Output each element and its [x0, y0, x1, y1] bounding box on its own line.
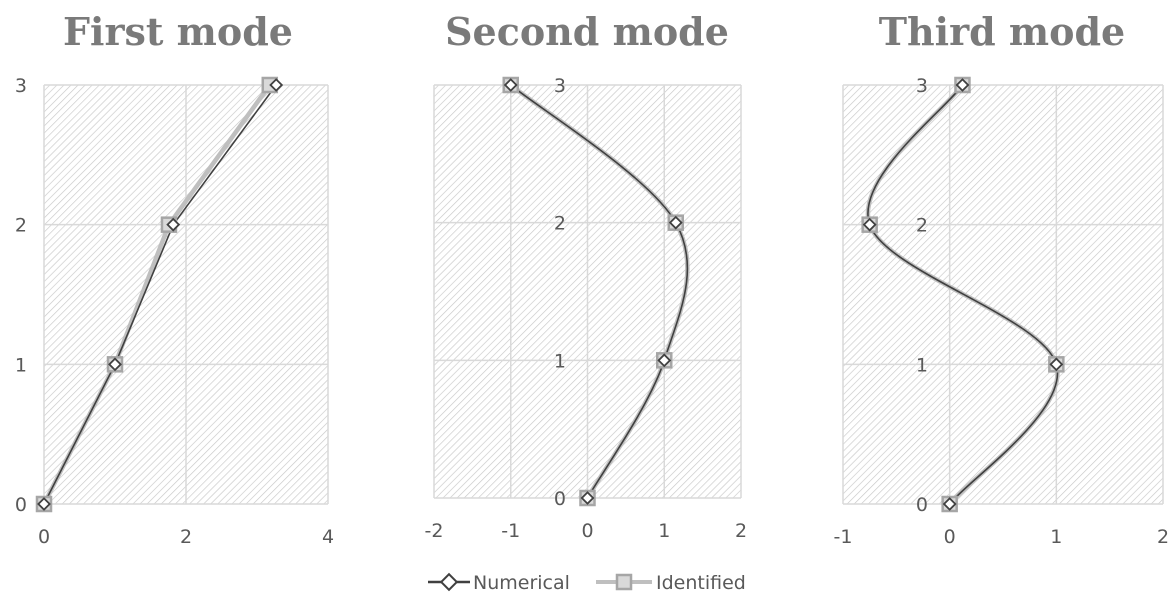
x-tick-label: 2 [1157, 526, 1169, 548]
x-tick-label: 0 [581, 520, 593, 542]
plot-area [843, 85, 1163, 504]
x-tick-label: 0 [38, 526, 50, 548]
panel-second-mode: Second mode -2 -1 0 1 2 0 1 2 3 [425, 9, 748, 542]
panel-first-mode: First mode 0 2 4 0 1 2 3 [15, 9, 334, 548]
y-tick-label: 3 [916, 75, 928, 97]
chart-title: Third mode [879, 9, 1125, 54]
y-tick-label: 1 [554, 350, 566, 372]
chart-title: First mode [63, 9, 293, 54]
data-point-numerical [269, 78, 284, 92]
x-tick-label: 2 [735, 520, 747, 542]
y-tick-label: 0 [916, 494, 928, 516]
data-point-numerical [503, 78, 518, 92]
y-tick-label: 2 [15, 215, 27, 237]
chart-title: Second mode [445, 9, 729, 54]
legend-item-identified: Identified [596, 572, 746, 594]
legend: Numerical Identified [428, 572, 746, 594]
data-point-numerical [862, 217, 877, 232]
x-tick-label: 1 [658, 520, 670, 542]
y-tick-label: 1 [15, 354, 27, 376]
diamond-marker-icon [439, 572, 459, 592]
data-point-numerical [37, 497, 51, 511]
x-tick-label: -1 [501, 520, 520, 542]
y-tick-label: 3 [554, 75, 566, 97]
y-tick-label: 2 [916, 215, 928, 237]
square-marker-icon [615, 573, 633, 591]
data-point-numerical [1049, 357, 1064, 372]
data-point-numerical [657, 353, 672, 368]
legend-label-identified: Identified [656, 572, 746, 594]
y-tick-label: 0 [15, 494, 27, 516]
legend-label-numerical: Numerical [473, 572, 570, 594]
series-line-numerical [510, 84, 689, 499]
x-tick-label: -1 [834, 526, 853, 548]
data-point-numerical [108, 357, 122, 372]
x-tick-label: 0 [944, 526, 956, 548]
y-tick-label: 3 [15, 75, 27, 97]
panel-third-mode: Third mode -1 0 1 2 0 1 2 3 [834, 9, 1170, 548]
data-point-numerical [942, 497, 957, 511]
data-point-numerical [668, 215, 683, 230]
x-tick-label: 1 [1050, 526, 1062, 548]
y-tick-label: 0 [554, 488, 566, 510]
y-tick-label: 2 [554, 213, 566, 235]
data-point-numerical [580, 491, 595, 505]
legend-item-numerical: Numerical [428, 572, 570, 594]
x-tick-label: 4 [322, 526, 334, 548]
y-tick-label: 1 [916, 354, 928, 376]
data-point-numerical [166, 217, 181, 232]
data-point-numerical [955, 78, 970, 92]
x-tick-label: -2 [425, 520, 444, 542]
series-line-numerical [867, 84, 1059, 505]
x-tick-label: 2 [180, 526, 192, 548]
series-line-numerical [43, 84, 277, 505]
